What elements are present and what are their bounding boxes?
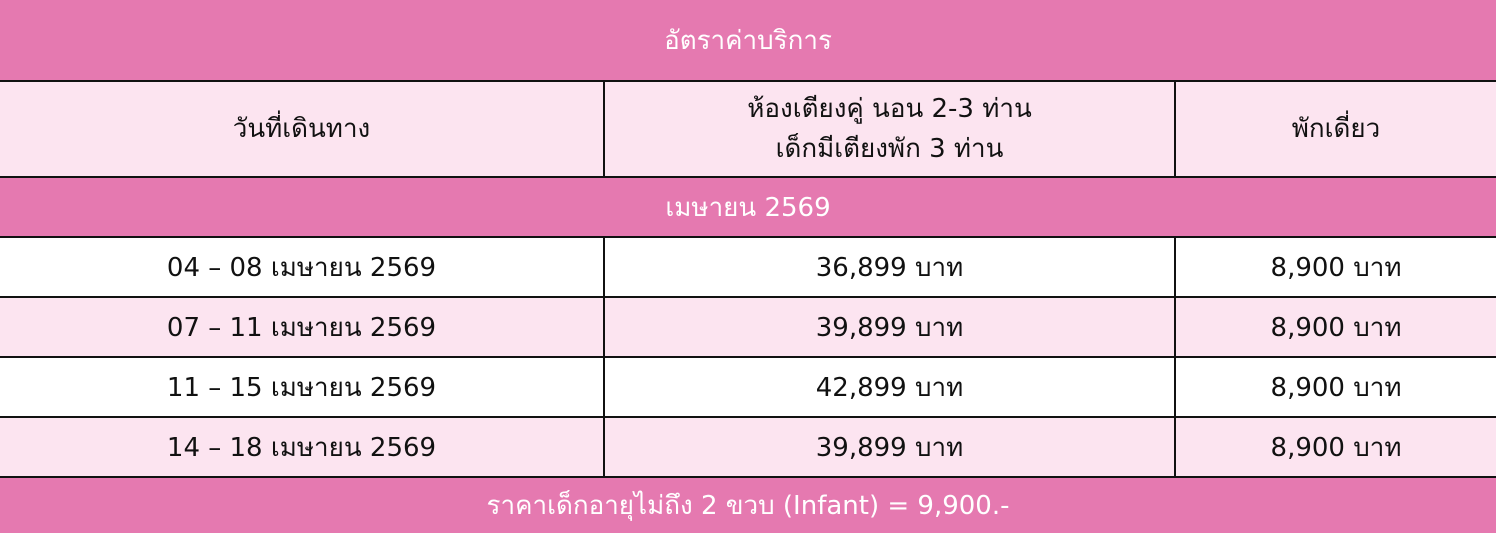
single-price-cell: 8,900 บาท	[1173, 416, 1496, 478]
header-travel-date: วันที่เดินทาง	[0, 80, 605, 178]
single-price-cell: 8,900 บาท	[1173, 236, 1496, 298]
twin-price-cell: 39,899 บาท	[603, 296, 1176, 358]
table-row: 07 – 11 เมษายน 2569 39,899 บาท 8,900 บาท	[0, 296, 1496, 358]
table-row: 14 – 18 เมษายน 2569 39,899 บาท 8,900 บาท	[0, 416, 1496, 478]
single-price-cell: 8,900 บาท	[1173, 356, 1496, 418]
twin-price-cell: 42,899 บาท	[603, 356, 1176, 418]
header-single: พักเดี่ยว	[1173, 80, 1496, 178]
header-twin-line1: ห้องเตียงคู่ นอน 2-3 ท่าน	[747, 94, 1032, 124]
table-row: 11 – 15 เมษายน 2569 42,899 บาท 8,900 บาท	[0, 356, 1496, 418]
date-cell: 07 – 11 เมษายน 2569	[0, 296, 605, 358]
month-label: เมษายน 2569	[0, 176, 1496, 238]
twin-price-cell: 39,899 บาท	[603, 416, 1176, 478]
twin-price-cell: 36,899 บาท	[603, 236, 1176, 298]
table-row: 04 – 08 เมษายน 2569 36,899 บาท 8,900 บาท	[0, 236, 1496, 298]
infant-price-note: ราคาเด็กอายุไม่ถึง 2 ขวบ (Infant) = 9,90…	[0, 476, 1496, 533]
date-cell: 04 – 08 เมษายน 2569	[0, 236, 605, 298]
date-cell: 14 – 18 เมษายน 2569	[0, 416, 605, 478]
header-twin-room: ห้องเตียงคู่ นอน 2-3 ท่าน เด็กมีเตียงพัก…	[603, 80, 1176, 178]
header-twin-line2: เด็กมีเตียงพัก 3 ท่าน	[775, 134, 1004, 164]
single-price-cell: 8,900 บาท	[1173, 296, 1496, 358]
date-cell: 11 – 15 เมษายน 2569	[0, 356, 605, 418]
table-title: อัตราค่าบริการ	[0, 0, 1496, 82]
